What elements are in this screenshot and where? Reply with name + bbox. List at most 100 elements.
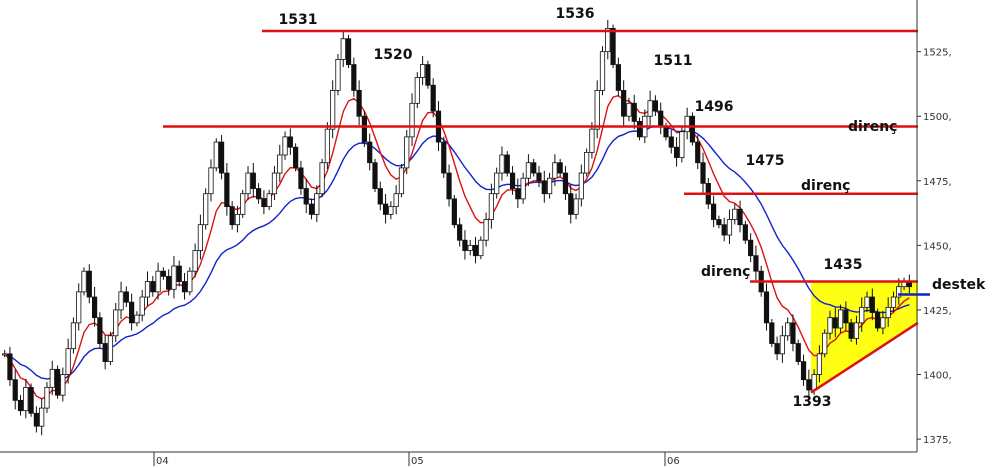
candle xyxy=(213,138,219,172)
candle xyxy=(356,80,362,126)
candle xyxy=(261,190,267,215)
label-direnc-2: direnç xyxy=(801,178,851,194)
candle xyxy=(39,398,45,436)
candle xyxy=(203,188,209,230)
candle xyxy=(65,338,71,384)
candle xyxy=(102,334,108,370)
candle xyxy=(684,107,690,140)
candle xyxy=(636,117,643,141)
candle xyxy=(726,209,733,245)
candle xyxy=(134,311,140,327)
candle xyxy=(568,183,574,224)
candle xyxy=(494,167,500,199)
candle xyxy=(335,53,341,96)
label-1496: 1496 xyxy=(695,99,734,115)
candle xyxy=(404,129,410,175)
label-destek: destek xyxy=(932,277,986,293)
x-tick-label: 05 xyxy=(411,456,424,467)
candle xyxy=(541,170,547,203)
candle xyxy=(800,354,807,386)
candle xyxy=(293,143,299,172)
candle xyxy=(282,131,288,160)
candle xyxy=(181,273,188,300)
candle xyxy=(880,310,886,335)
candle xyxy=(515,178,521,208)
candle xyxy=(859,297,865,332)
candle xyxy=(197,214,204,260)
candle xyxy=(255,183,262,204)
candle xyxy=(229,201,235,230)
candle xyxy=(86,264,92,304)
candle xyxy=(721,217,727,242)
candle xyxy=(837,304,844,333)
candle xyxy=(647,90,653,126)
candle xyxy=(816,345,823,383)
candle xyxy=(425,60,431,89)
candle xyxy=(240,189,246,218)
candle xyxy=(689,112,696,146)
candle xyxy=(60,367,66,402)
candle xyxy=(97,312,103,349)
candle xyxy=(621,80,627,126)
candle xyxy=(848,318,854,342)
candle xyxy=(890,291,897,313)
candle xyxy=(340,30,346,68)
candle xyxy=(499,146,505,181)
candle xyxy=(779,325,785,363)
candle xyxy=(695,135,701,169)
candle xyxy=(12,369,18,410)
candle xyxy=(763,283,770,331)
candle xyxy=(155,262,161,300)
candle xyxy=(319,158,325,198)
candle xyxy=(129,293,135,331)
candle xyxy=(345,34,352,69)
candle xyxy=(605,19,611,60)
candle xyxy=(462,230,468,260)
candle xyxy=(351,57,357,97)
candle xyxy=(266,189,272,211)
candle xyxy=(54,365,61,399)
candle xyxy=(7,346,13,386)
candle xyxy=(17,394,24,416)
candle xyxy=(441,136,447,178)
candle xyxy=(451,195,457,229)
candle xyxy=(467,239,473,256)
candle xyxy=(509,166,516,195)
candle xyxy=(23,378,29,419)
label-1536: 1536 xyxy=(556,6,595,22)
candle xyxy=(631,94,637,130)
candle xyxy=(573,193,579,220)
candle xyxy=(795,339,801,366)
candle xyxy=(531,158,537,177)
y-tick-label: 1375, xyxy=(923,435,952,446)
y-tick-label: 1450, xyxy=(923,241,952,252)
y-tick-label: 1525, xyxy=(923,48,952,59)
candle xyxy=(769,318,775,348)
y-tick-label: 1475, xyxy=(923,177,952,188)
candle xyxy=(753,245,759,281)
candle xyxy=(737,200,743,233)
candle xyxy=(398,164,405,198)
candle xyxy=(732,203,738,225)
candle xyxy=(224,162,230,216)
candle xyxy=(562,166,569,200)
candle xyxy=(536,166,542,188)
candle xyxy=(324,122,330,169)
y-tick-label: 1400, xyxy=(923,371,952,382)
label-1511: 1511 xyxy=(654,53,693,69)
candle xyxy=(314,185,320,223)
candle xyxy=(488,183,494,229)
candle xyxy=(372,158,378,193)
label-1531: 1531 xyxy=(279,12,318,28)
candle xyxy=(584,148,590,177)
candle xyxy=(700,152,706,193)
candle xyxy=(748,233,754,262)
candle xyxy=(81,267,87,296)
candle xyxy=(44,382,50,413)
candle xyxy=(49,360,55,396)
candle xyxy=(192,243,198,278)
candle xyxy=(864,291,870,313)
candles xyxy=(2,19,912,436)
